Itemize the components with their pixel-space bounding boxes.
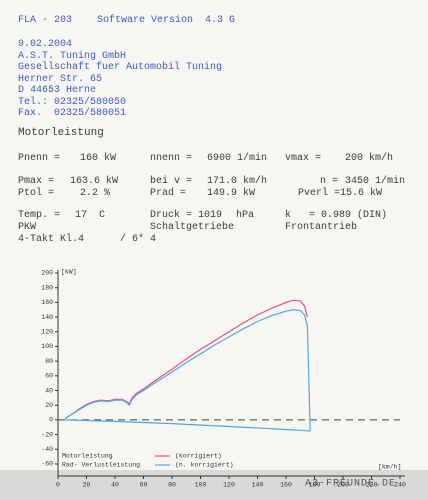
x-tick-label: 140	[252, 482, 264, 489]
field: 4-Takt Kl.4	[18, 234, 85, 245]
x-tick-label: 240	[394, 482, 406, 489]
field: nnenn =	[150, 153, 193, 164]
program: FLA - 203	[18, 15, 73, 26]
x-tick-label: 180	[309, 482, 321, 489]
watermark: A3-FREUNDE.DE	[305, 479, 396, 490]
y-tick-label: 160	[41, 299, 53, 306]
x-tick-label: 200	[337, 482, 349, 489]
legend-note: (n. korrigiert)	[175, 462, 234, 469]
field: Schaltgetriebe	[150, 222, 235, 233]
field: 149.9 kW	[207, 188, 256, 199]
y-tick-label: 60	[45, 373, 53, 380]
y-tick-label: 100	[41, 343, 53, 350]
field: / 6* 4	[120, 234, 157, 245]
y-tick-label: 40	[45, 387, 53, 394]
address-line: D 44653 Herne	[18, 85, 97, 96]
field: 2.2 %	[80, 188, 111, 199]
field: Prad =	[150, 188, 187, 199]
y-tick-label: 0	[49, 417, 53, 424]
field: 163.6 kW	[70, 176, 119, 187]
field: hPa	[236, 210, 255, 221]
address-line: Fax. 02325/580051	[18, 108, 127, 119]
field: Frontantrieb	[285, 222, 358, 233]
section-title: Motorleistung	[18, 127, 104, 139]
x-tick-label: 220	[366, 482, 378, 489]
address-line: Herner Str. 65	[18, 73, 103, 85]
field: 3450 1/min	[345, 176, 406, 187]
x-axis-label: [km/h]	[378, 464, 401, 471]
y-tick-label: 180	[41, 284, 53, 291]
x-tick-label: 20	[83, 482, 91, 489]
legend-note: (korrigiert)	[175, 453, 222, 460]
x-tick-label: 100	[195, 482, 207, 489]
x-tick-label: 60	[140, 482, 148, 489]
y-tick-label: 140	[41, 314, 53, 321]
address-line: 9.02.2004	[18, 39, 73, 50]
field: Ptol =	[18, 188, 55, 199]
field: 160 kW	[80, 153, 117, 164]
y-tick-label: 200	[41, 270, 53, 277]
field: n =	[320, 176, 339, 187]
series-line	[65, 419, 311, 432]
version: Software Version 4.3 G	[97, 15, 236, 26]
field: Pmax =	[18, 176, 55, 187]
y-tick-label: -60	[41, 461, 53, 468]
y-axis-label: [kW]	[61, 269, 77, 276]
y-tick-label: -40	[41, 446, 53, 453]
x-tick-label: 160	[280, 482, 292, 489]
field: Temp. =	[18, 210, 61, 221]
address-line: Tel.: 02325/580050	[18, 96, 127, 108]
y-tick-label: 20	[45, 402, 53, 409]
field: k = 0.989 (DIN)	[285, 210, 388, 221]
field: bei v =	[150, 176, 193, 187]
field: 171.0 km/h	[207, 176, 268, 187]
series-line	[64, 299, 308, 419]
field: 6900 1/min	[207, 153, 268, 164]
field: 200 km/h	[345, 153, 394, 164]
field: Pnenn =	[18, 153, 61, 164]
field: 15.6 kW	[340, 188, 383, 199]
field: PKW	[18, 222, 37, 233]
x-tick-label: 0	[56, 482, 60, 489]
field: vmax =	[285, 153, 322, 164]
field: Pverl =	[298, 188, 341, 199]
y-tick-label: -20	[41, 431, 53, 438]
watermark-band	[0, 470, 428, 500]
legend-label: Rad- Verlustleistung	[62, 462, 140, 469]
field: 17 C	[75, 210, 106, 221]
x-tick-label: 80	[168, 482, 176, 489]
x-tick-label: 120	[223, 482, 235, 489]
legend-label: Motorleistung	[62, 453, 113, 460]
field: Druck = 1019	[150, 210, 223, 221]
x-tick-label: 40	[111, 482, 119, 489]
series-line	[64, 309, 311, 431]
y-tick-label: 120	[41, 328, 53, 335]
address-line: Gesellschaft fuer Automobil Tuning	[18, 62, 223, 73]
address-line: A.S.T. Tuning GmbH	[18, 50, 127, 62]
y-tick-label: 80	[45, 358, 53, 365]
